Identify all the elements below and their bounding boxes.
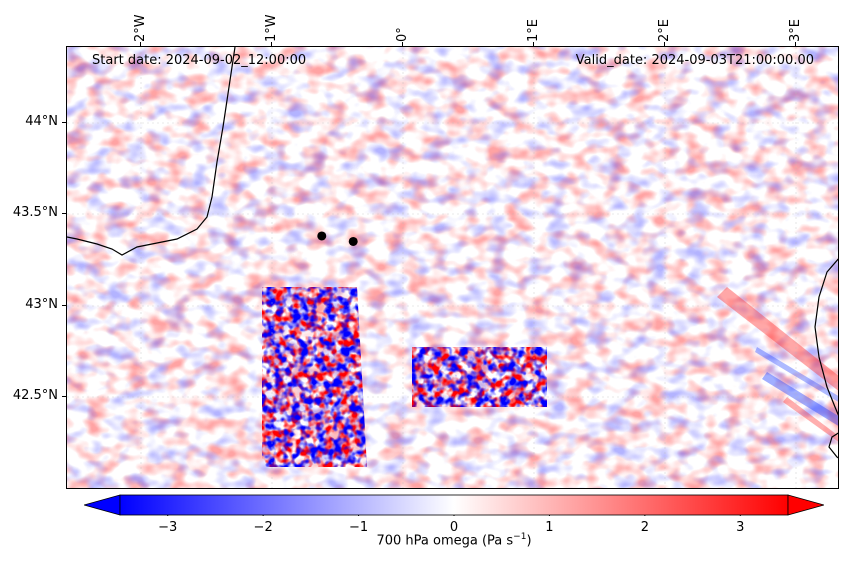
lat-tick-mark	[62, 122, 66, 123]
coastline-cap	[828, 432, 838, 459]
lat-tick-mark	[62, 213, 66, 214]
colorbar-tick-label: −3	[158, 520, 178, 535]
lon-tick-mark	[140, 42, 141, 46]
omega-map	[66, 46, 839, 489]
lon-tick-label: 2°W	[133, 14, 148, 42]
gridlines	[67, 47, 838, 488]
lon-tick-mark	[664, 42, 665, 46]
coastline-bay-of-biscay	[67, 47, 236, 256]
colorbar	[82, 494, 826, 516]
start-date-label: Start date: 2024-09-02_12:00:00	[92, 53, 307, 68]
lon-tick-label: 0°	[395, 27, 410, 42]
lat-tick-label: 43.5°N	[12, 205, 58, 220]
colorbar-tick-label: −1	[348, 520, 369, 535]
markers-layer	[317, 231, 358, 246]
lon-tick-mark	[271, 42, 272, 46]
lat-tick-label: 42.5°N	[12, 388, 58, 403]
valid-date-label: Valid_date: 2024-09-03T21:00:00.00	[575, 53, 814, 68]
lon-tick-label: 1°E	[526, 19, 541, 42]
colorbar-tick-label: 1	[545, 520, 554, 535]
colorbar-tick-label: 0	[449, 520, 459, 535]
lon-tick-label: 2°E	[657, 19, 672, 42]
lat-tick-mark	[62, 396, 66, 397]
colorbar-extend-high	[787, 494, 826, 516]
colorbar-tick-label: 2	[640, 520, 649, 535]
lon-tick-mark	[533, 42, 534, 46]
field-blue	[67, 47, 838, 488]
lon-tick-mark	[402, 42, 403, 46]
colorbar-body	[119, 494, 789, 516]
lat-tick-label: 43°N	[25, 297, 58, 312]
lat-tick-label: 44°N	[25, 114, 58, 129]
lat-tick-mark	[62, 305, 66, 306]
colorbar-extend-low	[82, 494, 121, 516]
lon-tick-label: 3°E	[788, 19, 803, 42]
wave-bands	[717, 287, 838, 442]
coastline-mediterranean	[814, 258, 838, 416]
station-2-marker	[348, 236, 358, 246]
colorbar-tick-label: −2	[253, 520, 273, 535]
colorbar-title: 700 hPa omega (Pa s−1)	[376, 532, 532, 549]
lon-tick-mark	[795, 42, 796, 46]
lon-tick-label: 1°W	[264, 14, 279, 42]
colorbar-tick-label: 3	[736, 520, 745, 535]
station-1-marker	[317, 231, 327, 241]
